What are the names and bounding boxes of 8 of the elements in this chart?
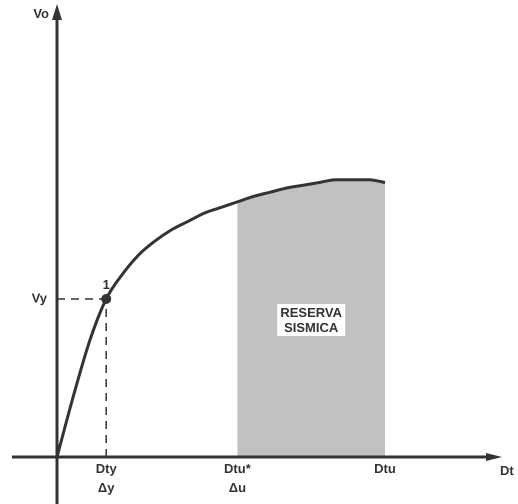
x-tick-label: Dtu* Δu [224,461,252,496]
text: Vo [33,6,50,22]
x-tick-label: Dtu [374,461,396,476]
annotation: 1 [102,277,110,292]
x-tick-label: Dty Δy [96,461,118,496]
text: Dt [500,463,514,478]
ref-line-label: Vy [32,290,48,306]
band-label: RESERVA SISMICA [277,304,346,336]
